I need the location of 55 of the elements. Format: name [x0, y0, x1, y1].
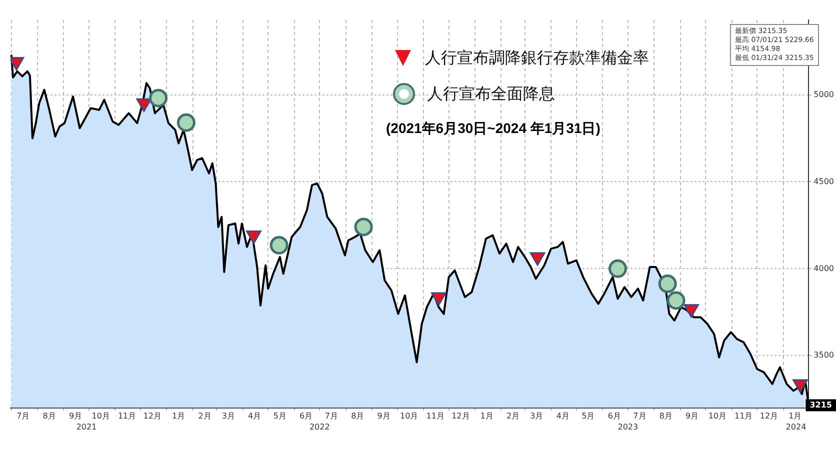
point — [608, 259, 628, 278]
y-tick-label: 4500 — [814, 176, 834, 186]
legend-label: 人行宣布調降銀行存款準備金率 — [425, 48, 649, 68]
x-tick-label: 7月 — [324, 412, 338, 421]
x-tick-label: 8月 — [659, 412, 672, 421]
x-tick-label: 12月 — [143, 412, 162, 421]
x-tick-label: 11月 — [118, 412, 136, 421]
legend-label: 人行宣布全面降息 — [427, 84, 555, 104]
point — [354, 218, 373, 236]
annotation: 3215 — [810, 400, 832, 410]
point — [666, 291, 686, 310]
x-tick-label: 4月 — [556, 412, 570, 421]
x-tick-label: 10月 — [400, 412, 418, 421]
point — [658, 274, 677, 294]
x-tick-label: 1月 — [172, 412, 186, 421]
x-tick-label: 10月 — [92, 412, 110, 421]
point — [684, 304, 699, 318]
x2-tick-label: 2021 — [76, 422, 97, 432]
x-tick-label: 9月 — [377, 412, 390, 421]
x-tick-label: 11月 — [426, 412, 444, 421]
x-tick-label: 10月 — [708, 412, 727, 421]
text: (2021年6月30日~2024 年1月31日) — [386, 120, 600, 138]
point — [530, 252, 546, 266]
x-tick-label: 3月 — [222, 412, 235, 421]
x-tick-label: 6月 — [300, 412, 313, 421]
y-tick-label: 3500 — [814, 350, 834, 360]
x-tick-label: 8月 — [42, 412, 56, 421]
x-tick-label: 6月 — [608, 412, 621, 421]
x-tick-label: 4月 — [248, 412, 262, 421]
x2-tick-label: 2022 — [309, 422, 330, 432]
y-tick-label: 5000 — [814, 90, 834, 99]
x2-tick-label: 2023 — [618, 422, 638, 432]
x-tick-label: 12月 — [760, 412, 778, 421]
x-tick-label: 1月 — [788, 412, 802, 421]
x-tick-label: 7月 — [16, 412, 30, 421]
x-tick-label: 9月 — [686, 412, 699, 421]
x-tick-label: 5月 — [582, 412, 595, 421]
point — [149, 88, 168, 108]
y-tick-label: 4000 — [814, 264, 834, 273]
x-tick-label: 8月 — [351, 412, 364, 421]
x-tick-label: 9月 — [68, 412, 82, 421]
point — [176, 113, 196, 132]
x-tick-label: 3月 — [530, 412, 544, 421]
x-tick-label: 2月 — [198, 412, 212, 421]
x-tick-label: 2月 — [506, 412, 520, 421]
x-tick-label: 5月 — [273, 412, 286, 421]
point — [270, 236, 288, 254]
point — [431, 292, 446, 306]
point — [792, 379, 808, 393]
x-tick-label: 7月 — [633, 412, 646, 421]
x2-tick-label: 2024 — [786, 422, 806, 432]
x-tick-label: 12月 — [452, 412, 470, 421]
point — [246, 230, 262, 244]
x-tick-label: 1月 — [480, 412, 494, 421]
x-tick-label: 11月 — [734, 412, 753, 421]
